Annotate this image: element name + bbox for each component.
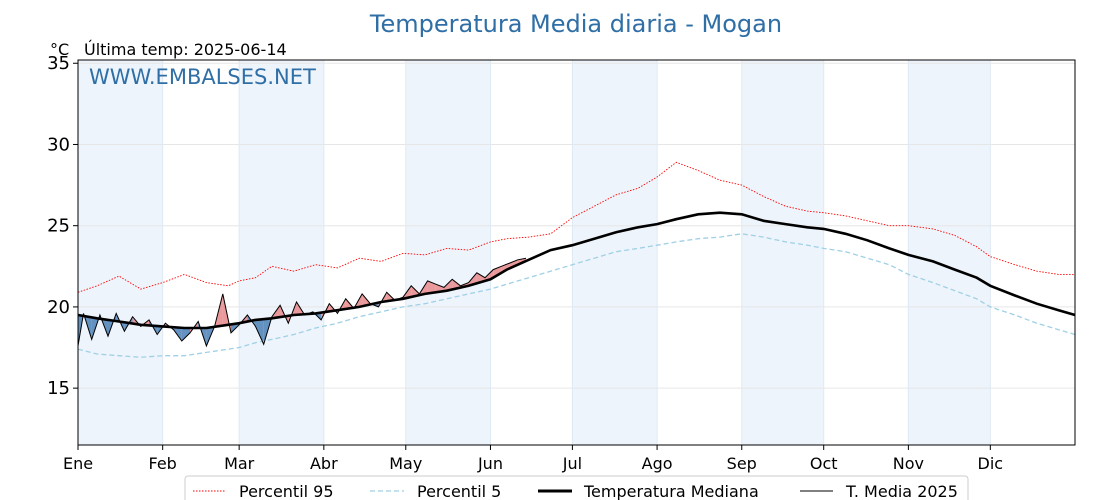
x-tick-label: Jun [477,454,503,473]
fill-below-median [181,327,190,341]
month-band [908,60,991,445]
y-tick-label: 20 [47,297,70,318]
series-line-p5 [77,233,1076,358]
fill-above-median [444,279,453,292]
y-tick-label: 25 [47,216,70,237]
legend-frame [184,475,969,500]
fill-below-median [255,319,264,345]
x-tick-label: Feb [149,454,177,473]
fill-above-median [411,285,420,297]
y-tick-label: 15 [47,378,70,399]
legend: Percentil 95 Percentil 5 Temperatura Med… [184,475,969,500]
x-tick-label: Dic [978,454,1004,473]
legend-label-p95: Percentil 95 [239,482,334,500]
x-tick-label: Jul [562,454,582,473]
x-tick-label: Mar [224,454,255,473]
x-tick-label: Abr [310,454,338,473]
y-tick-label: 30 [47,134,70,155]
x-tick-label: Sep [727,454,757,473]
legend-label-median: Temperatura Mediana [583,482,759,500]
x-tick-label: May [389,454,422,473]
chart-title: Temperatura Media diaria - Mogan [369,10,782,38]
x-tick-label: Nov [893,454,924,473]
last-temp-label: Última temp: 2025-06-14 [84,40,287,59]
y-tick-label: 35 [47,53,70,74]
x-tick-label: Oct [810,454,838,473]
plot-frame [77,59,1076,446]
legend-label-2025: T. Media 2025 [845,482,958,500]
month-band [239,60,324,445]
y-unit-label: °C [50,40,69,59]
month-bands [78,60,991,445]
month-band [572,60,658,445]
x-tick-label: Ene [63,454,93,473]
y-axis: 15 20 25 30 35 [47,53,78,399]
month-band [741,60,824,445]
series-lines [77,161,1076,358]
series-line-median [77,211,1076,330]
series-line-p95 [77,161,1075,293]
x-axis: Ene Feb Mar Abr May Jun Jul Ago Sep Oct Nov Dic [63,445,1003,473]
x-tick-label: Ago [642,454,673,473]
month-band [78,60,163,445]
series-line-2025 [77,257,527,348]
fill-above-median [427,280,436,294]
legend-label-p5: Percentil 5 [417,482,501,500]
watermark: WWW.EMBALSES.NET [89,65,316,89]
fill-above-median [468,272,477,286]
month-band [405,60,491,445]
